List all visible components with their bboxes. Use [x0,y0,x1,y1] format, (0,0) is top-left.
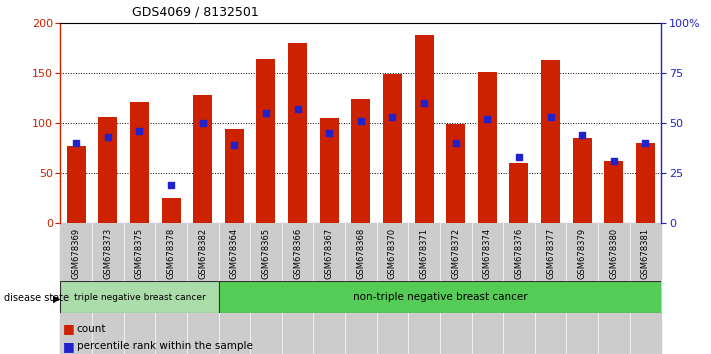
Point [640,140,651,146]
Bar [503,223,535,354]
Bar [415,35,434,223]
Point [324,130,335,136]
Bar [92,223,124,354]
Bar [288,43,307,223]
Bar [250,223,282,354]
Point [481,116,493,122]
Bar [193,95,212,223]
Bar [314,223,345,354]
Point [70,140,82,146]
Point [577,132,588,138]
Bar [130,102,149,223]
Text: non-triple negative breast cancer: non-triple negative breast cancer [353,292,527,302]
Bar [440,223,471,354]
Bar [161,198,181,223]
Point [134,128,145,134]
Bar [345,223,377,354]
Bar [320,118,338,223]
Point [513,154,525,160]
Bar [60,223,92,354]
Bar [377,223,408,354]
Bar [408,223,440,354]
Bar [447,124,465,223]
Text: ■: ■ [63,322,75,335]
Point [166,182,177,188]
Text: triple negative breast cancer: triple negative breast cancer [74,293,205,302]
Bar [630,223,661,354]
Text: GDS4069 / 8132501: GDS4069 / 8132501 [132,5,258,18]
Bar [598,223,630,354]
Point [545,114,556,120]
Bar [604,161,624,223]
Bar [567,223,598,354]
Text: count: count [77,324,106,333]
Point [197,120,208,126]
Bar [351,99,370,223]
Bar [218,223,250,354]
Bar [535,223,567,354]
Text: ▶: ▶ [53,293,61,303]
Point [387,114,398,120]
Bar [155,223,187,354]
Point [260,110,272,116]
Point [102,134,114,140]
Bar [218,281,661,313]
Point [418,100,429,106]
Bar [225,129,244,223]
Text: disease state: disease state [4,293,69,303]
Bar [98,117,117,223]
Bar [572,138,592,223]
Point [292,106,304,112]
Bar [383,74,402,223]
Bar [541,60,560,223]
Bar [257,59,275,223]
Point [355,118,367,124]
Bar [67,146,86,223]
Bar [124,223,155,354]
Text: percentile rank within the sample: percentile rank within the sample [77,341,252,351]
Bar [510,163,528,223]
Point [450,140,461,146]
Point [608,158,619,164]
Bar [187,223,218,354]
Bar [478,72,497,223]
Bar [282,223,314,354]
Point [229,142,240,148]
Bar [60,281,218,313]
Bar [636,143,655,223]
Text: ■: ■ [63,340,75,353]
Bar [471,223,503,354]
